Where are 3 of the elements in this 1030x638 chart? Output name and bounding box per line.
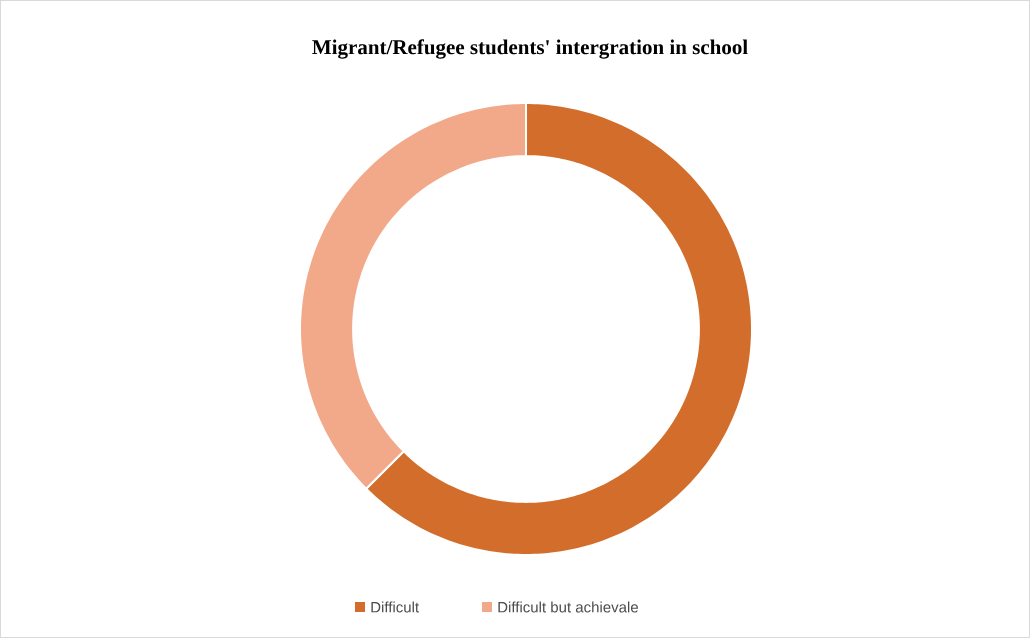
legend-label: Difficult but achievale (498, 601, 638, 613)
legend-label: Difficult (371, 601, 419, 613)
chart-title: Migrant/Refugee students' intergration in school (312, 39, 748, 59)
